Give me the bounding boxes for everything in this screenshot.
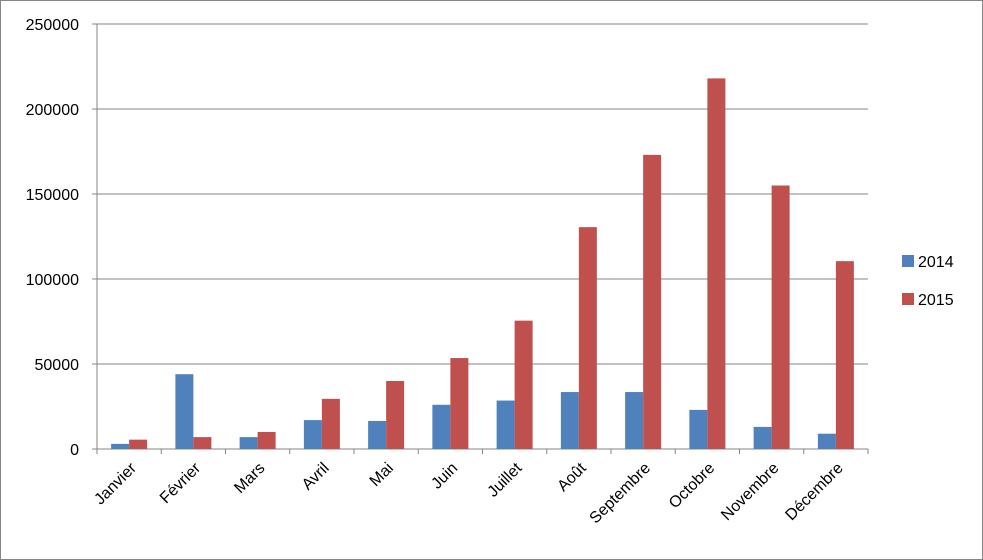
axes: [96, 24, 868, 450]
bar-2014: [111, 443, 130, 449]
bar-2014: [496, 400, 515, 449]
bar-2015: [386, 381, 405, 449]
bar-2014: [625, 392, 644, 449]
y-tick-label: 100000: [26, 272, 79, 289]
bar-2014: [560, 392, 579, 449]
y-tick-label: 150000: [26, 187, 79, 204]
gridlines: [92, 23, 869, 454]
bar-2015: [450, 358, 469, 449]
y-tick-labels: 0 50000 100000 150000 200000 250000: [26, 17, 79, 459]
bar-2015: [835, 261, 854, 449]
bar-2015: [193, 437, 212, 449]
bar-2015: [321, 398, 340, 449]
bar-2015: [643, 154, 662, 449]
bar-2015: [578, 227, 597, 449]
x-category-label: Juin: [428, 460, 461, 493]
y-tick-label: 50000: [35, 357, 80, 374]
x-category-label: Septembre: [587, 460, 654, 527]
y-tick-label: 200000: [26, 102, 79, 119]
x-tick-labels: Janvier Février Mars Avril Mai Juin Juillet Aoû…: [91, 459, 846, 527]
x-category-label: Avril: [299, 460, 333, 494]
legend-label: 2015: [918, 292, 954, 309]
bar-2015: [707, 78, 726, 450]
bar-2014: [689, 409, 708, 449]
bar-2015: [514, 320, 533, 449]
bar-2014: [368, 420, 387, 449]
x-category-label: Février: [157, 459, 205, 507]
x-category-label: Mars: [231, 460, 268, 497]
bar-2015: [257, 432, 276, 449]
x-category-label: Mai: [367, 460, 397, 490]
x-category-label: Décembre: [782, 460, 846, 524]
bars: [111, 78, 854, 450]
legend: 2014 2015: [902, 254, 954, 309]
bar-2014: [303, 420, 322, 449]
x-category-label: Août: [554, 459, 590, 495]
bar-2014: [175, 374, 194, 449]
x-category-label: Novembre: [718, 460, 782, 524]
legend-swatch-2014: [902, 255, 914, 267]
bar-2014: [432, 404, 451, 449]
y-tick-label: 0: [70, 442, 79, 459]
bar-2014: [753, 426, 772, 449]
x-category-label: Janvier: [91, 459, 140, 508]
bar-2014: [817, 433, 836, 449]
legend-swatch-2015: [902, 293, 914, 305]
bar-2015: [771, 185, 790, 449]
legend-label: 2014: [918, 254, 954, 271]
bar-2015: [129, 439, 148, 449]
x-category-label: Octobre: [666, 460, 718, 512]
y-tick-label: 250000: [26, 17, 79, 34]
x-category-label: Juillet: [485, 459, 526, 500]
bar-2014: [239, 437, 258, 449]
